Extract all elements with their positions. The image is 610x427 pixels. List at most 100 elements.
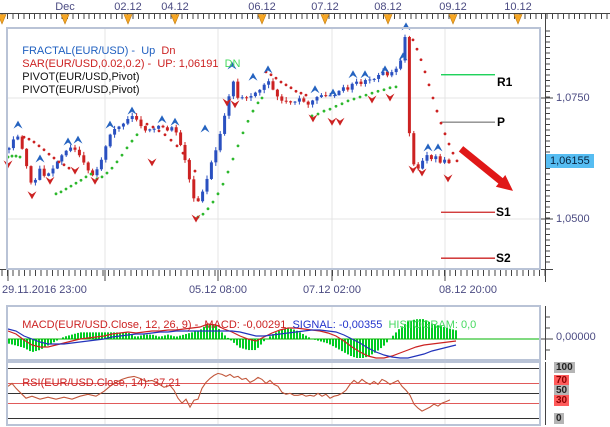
legend-text: HISTOGRAM: 0,0	[388, 319, 477, 331]
time-marker-icon	[0, 14, 7, 25]
fractal-up-icon	[227, 61, 237, 70]
legend-rsi: RSI(EUR/USD.Close, 14): 37,21	[10, 365, 181, 401]
fractal-down-icon	[367, 95, 377, 104]
fractal-down-icon	[90, 176, 100, 185]
fractal-up-icon	[423, 143, 433, 152]
pivot-label-s2: S2	[496, 251, 511, 265]
time-axis-label: 08.12	[374, 1, 402, 13]
legend-text: RSI(EUR/USD.Close, 14): 37,21	[22, 377, 181, 389]
rsi-axis-label: 0	[554, 413, 564, 424]
time-axis-label: 07.12 02:00	[302, 284, 362, 296]
sar-dots-layer	[6, 38, 459, 219]
fractal-up-icon	[310, 85, 320, 94]
fractal-down-icon	[222, 98, 232, 107]
time-axis-label: 06.12	[248, 1, 276, 13]
legend-text: SAR(EUR/USD,0.02,0.2) - UP: 1,06191	[22, 58, 225, 70]
legend-text: MACD(EUR/USD.Close, 12, 26, 9) - MACD: -…	[22, 319, 293, 331]
fractal-down-icon	[385, 93, 395, 102]
rsi-line	[7, 372, 451, 412]
legend-text: PIVOT(EUR/USD,Pivot)	[22, 71, 140, 83]
price-axis-label: 1,0750	[556, 92, 590, 104]
legend-pivot-1: PIVOT(EUR/USD,Pivot)	[10, 59, 140, 95]
time-marker-icon	[448, 14, 458, 25]
fractal-up-icon	[157, 115, 167, 124]
time-marker-icon	[383, 14, 393, 25]
current-price-badge: 1,06155	[546, 154, 594, 168]
rsi-level-lines	[7, 368, 540, 419]
price-chart-plot-area[interactable]	[7, 28, 540, 269]
rsi-axis-label: 50	[554, 385, 570, 396]
fractal-up-icon	[348, 70, 358, 79]
pivot-label-r1: R1	[497, 75, 513, 89]
fractal-up-icon	[127, 106, 137, 115]
pivot-label-p: P	[497, 115, 506, 129]
fractal-up-icon	[433, 143, 443, 152]
fractal-down-icon	[191, 214, 201, 223]
fractal-down-icon	[230, 100, 240, 109]
fractal-up-icon	[35, 154, 45, 163]
macd-axis-label: 0,00000	[556, 331, 596, 343]
fractal-down-icon	[308, 114, 318, 123]
fractal-up-icon	[170, 117, 180, 126]
time-axis-label: 08.12 20:00	[438, 284, 498, 296]
fractal-up-icon	[13, 120, 23, 129]
arrow-icon	[495, 175, 513, 191]
fractal-up-icon	[263, 65, 273, 74]
fractal-down-icon	[327, 117, 337, 126]
fractal-down-icon	[45, 176, 55, 185]
fractal-down-icon	[335, 117, 345, 126]
bottom-time-ruler[interactable]	[0, 269, 553, 283]
pivot-lines	[441, 74, 495, 259]
price-scale-ruler[interactable]	[541, 14, 610, 282]
fractal-up-icon	[360, 70, 370, 79]
legend-sar: SAR(EUR/USD,0.02,0.2) - UP: 1,06191 DN	[10, 46, 241, 82]
price-axis-label: 1,0500	[556, 213, 590, 225]
legend-text: Dn	[161, 45, 176, 57]
candles-layer	[7, 34, 451, 203]
time-axis-label: 09.12	[439, 1, 467, 13]
legend-text: SIGNAL: -0,00355	[292, 319, 389, 331]
legend-text: DN	[224, 58, 241, 70]
legend-text: FRACTAL(EUR/USD) - Up	[22, 45, 162, 57]
time-axis-label: 07.12	[311, 1, 339, 13]
fractal-down-icon	[147, 158, 157, 167]
fractal-arrows-layer	[3, 22, 453, 223]
fractal-up-icon	[73, 135, 83, 144]
fractal-down-icon	[70, 166, 80, 175]
fractal-up-icon	[380, 65, 390, 74]
panel-frames	[6, 27, 541, 426]
time-marker-icon	[60, 14, 70, 25]
time-axis-label: Dec	[55, 1, 75, 13]
fractal-down-icon	[27, 191, 37, 200]
fractal-down-icon	[408, 165, 418, 174]
time-marker-icon	[257, 14, 267, 25]
macd-histogram	[8, 319, 457, 358]
fractal-down-icon	[417, 168, 427, 177]
time-axis-label: 04.12	[161, 1, 189, 13]
legend-text: PIVOT(EUR/USD,Pivot)	[22, 84, 140, 96]
fractal-up-icon	[63, 137, 73, 146]
legend-pivot-2: PIVOT(EUR/USD,Pivot)	[10, 72, 140, 108]
price-ruler-marks	[538, 14, 553, 425]
rsi-axis-label: 30	[554, 395, 570, 406]
rsi-axis-label: 70	[554, 375, 570, 386]
top-time-ruler[interactable]	[0, 13, 610, 26]
time-marker-icon	[513, 14, 523, 25]
fractal-up-icon	[105, 120, 115, 129]
macd-lines	[7, 323, 457, 359]
time-axis-label: 05.12 08:00	[188, 284, 248, 296]
legend-fractal: FRACTAL(EUR/USD) - Up Dn	[10, 33, 175, 69]
top-time-ruler-marks	[0, 13, 610, 25]
fractal-up-icon	[248, 72, 258, 81]
time-marker-icon	[320, 14, 330, 25]
legend-macd: MACD(EUR/USD.Close, 12, 26, 9) - MACD: -…	[10, 307, 476, 343]
rsi-axis-label: 100	[554, 362, 575, 373]
fractal-down-icon	[443, 174, 453, 183]
time-axis-label: 29.11.2016 23:00	[2, 284, 87, 296]
time-axis-label: 02.12	[114, 1, 142, 13]
trend-arrow-annotation	[458, 146, 513, 191]
time-axis-label: 10.12	[504, 1, 532, 13]
fractal-up-icon	[398, 52, 408, 61]
